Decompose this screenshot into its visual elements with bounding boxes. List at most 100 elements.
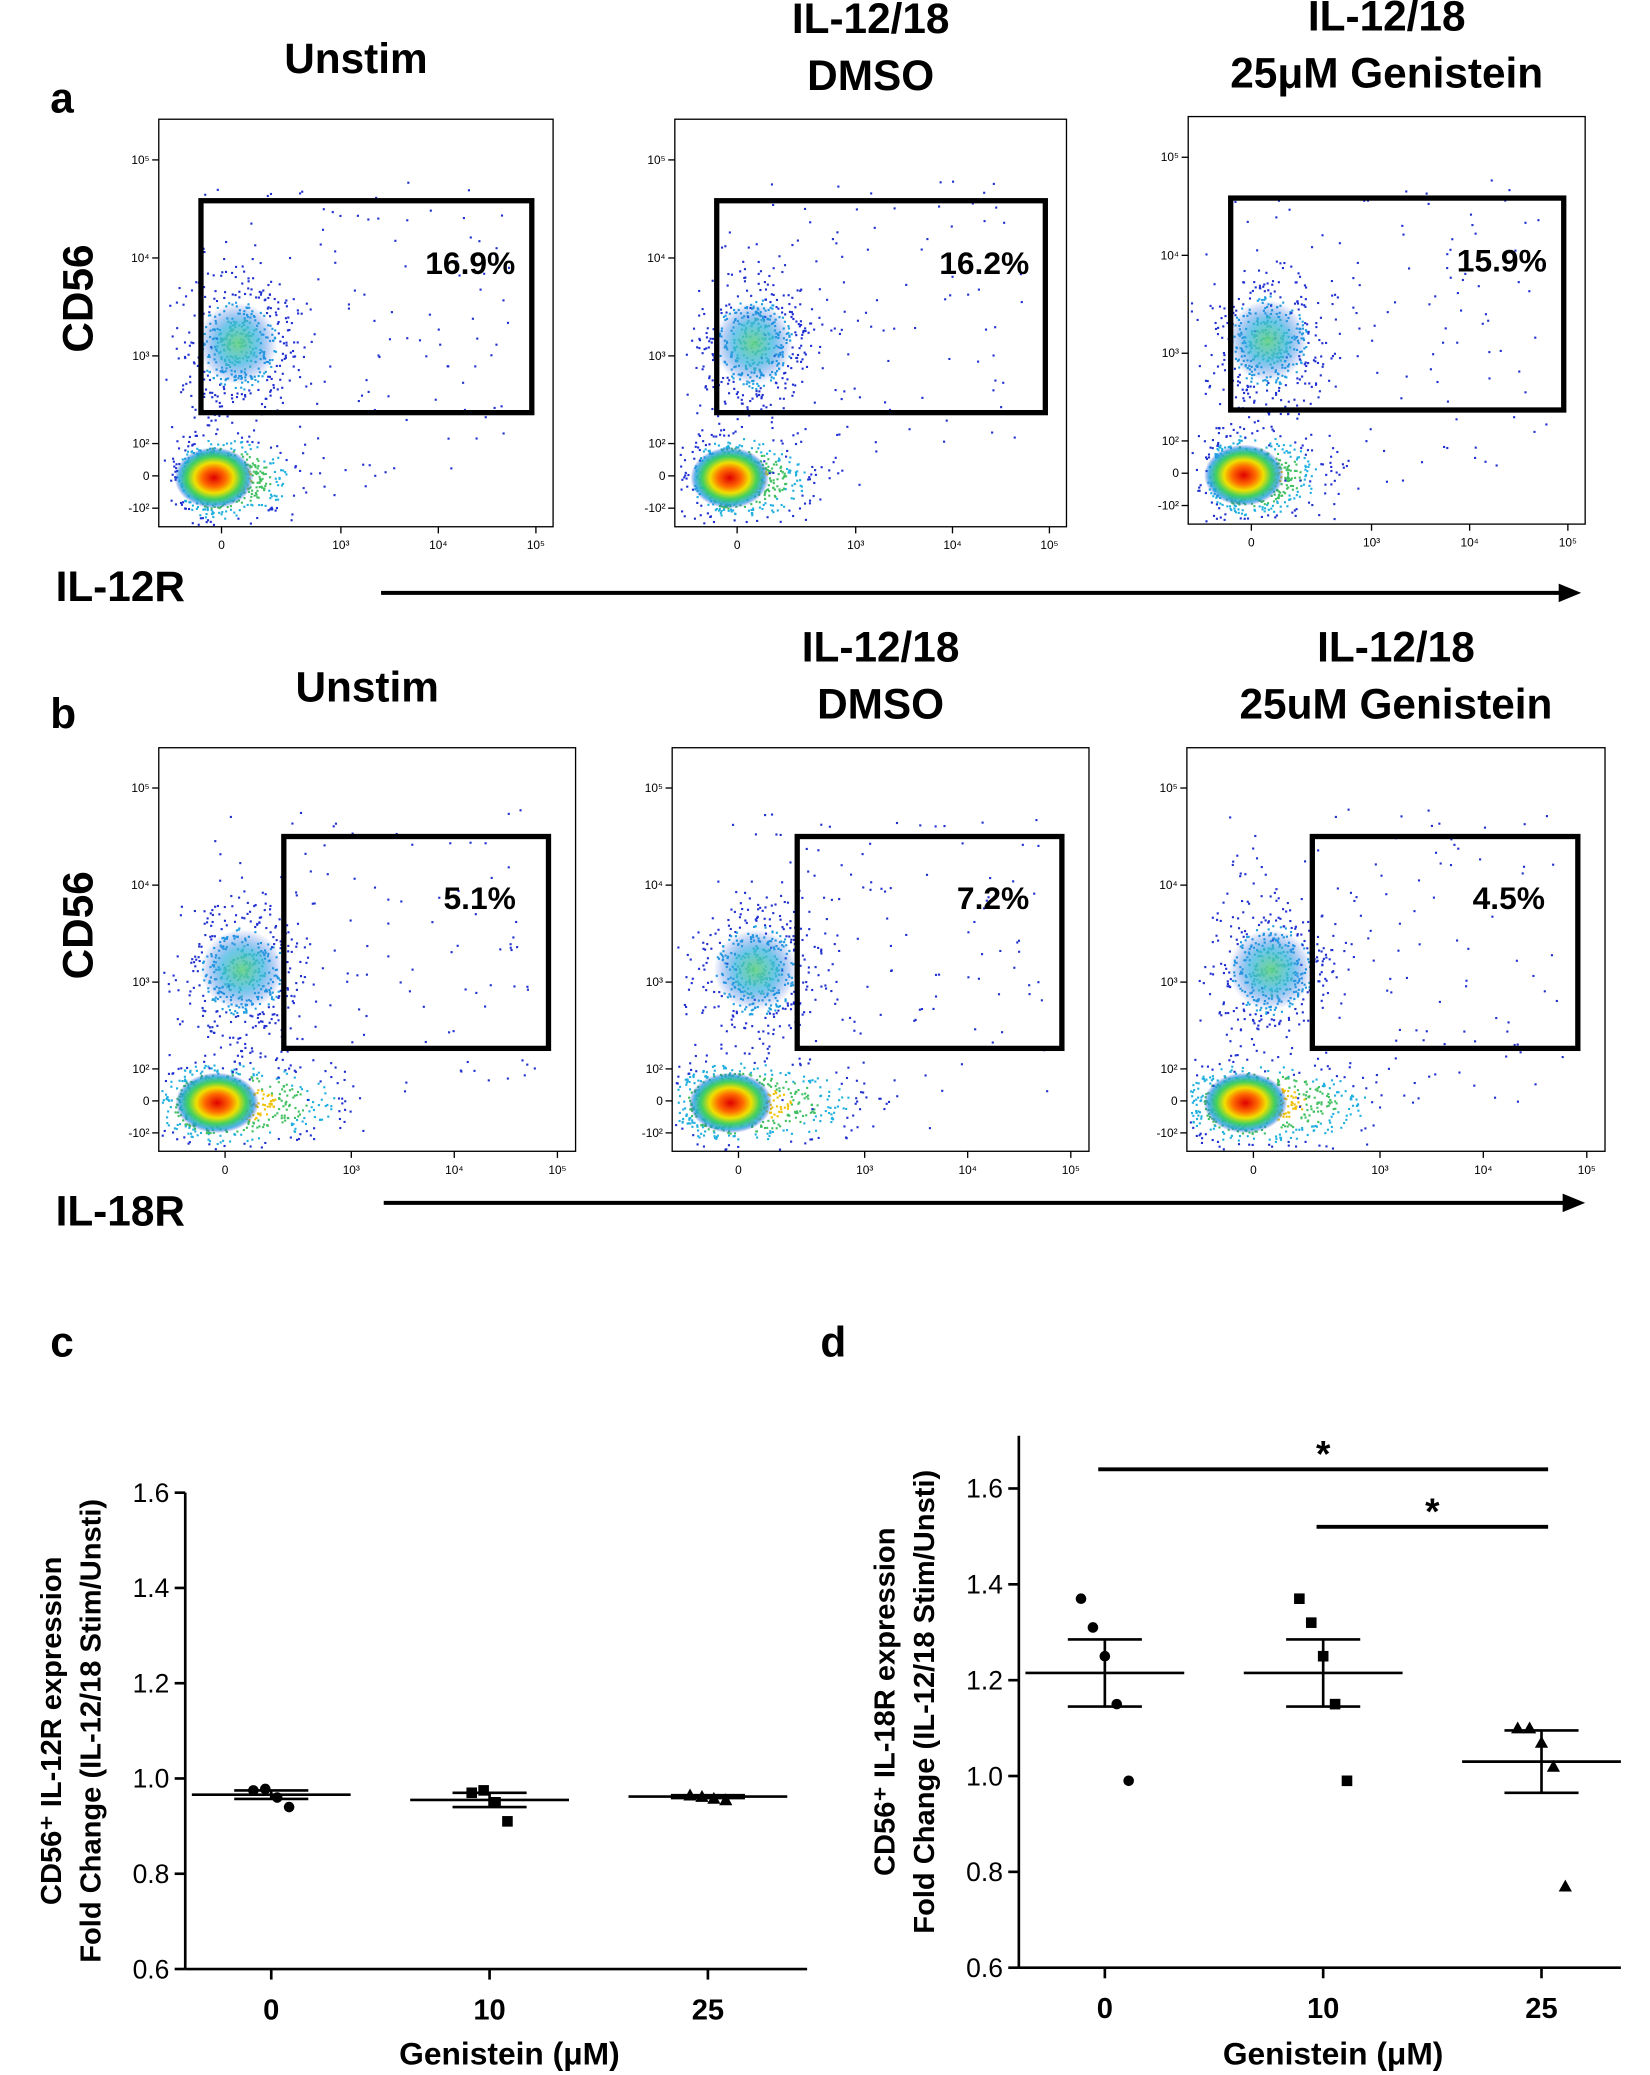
event-dot — [788, 471, 791, 474]
event-dot — [437, 328, 440, 331]
event-dot — [205, 512, 208, 516]
event-dot — [788, 303, 791, 306]
event-dot — [319, 1118, 322, 1121]
event-dot — [241, 265, 244, 268]
event-dot — [291, 513, 294, 516]
event-dot — [288, 379, 291, 382]
event-dot — [295, 988, 298, 991]
event-dot — [796, 353, 800, 357]
event-dot — [229, 508, 233, 511]
event-dot — [251, 1138, 254, 1141]
event-dot — [1293, 302, 1297, 305]
event-dot — [321, 1118, 324, 1121]
event-dot — [203, 395, 206, 399]
event-dot — [1234, 511, 1238, 514]
event-dot — [267, 1118, 270, 1121]
event-dot — [858, 396, 861, 399]
event-dot — [277, 332, 280, 335]
event-dot — [733, 387, 736, 390]
event-dot — [243, 388, 246, 391]
event-dot — [983, 191, 986, 194]
event-dot — [220, 405, 224, 408]
event-dot — [727, 272, 730, 276]
event-dot — [239, 441, 243, 444]
event-dot — [191, 1073, 194, 1076]
event-dot — [693, 457, 696, 460]
event-dot — [1265, 271, 1268, 274]
event-dot — [276, 1014, 279, 1017]
event-dot — [263, 466, 266, 469]
event-dot — [1294, 476, 1297, 479]
event-dot — [286, 988, 289, 991]
event-dot — [1242, 397, 1245, 400]
event-dot — [280, 1050, 283, 1053]
event-dot — [199, 517, 202, 520]
event-dot — [685, 353, 688, 356]
event-dot — [302, 487, 305, 490]
event-dot — [701, 368, 704, 371]
event-dot — [729, 508, 733, 511]
event-dot — [791, 296, 794, 299]
event-dot — [1230, 423, 1233, 426]
event-dot — [846, 425, 849, 428]
event-dot — [1319, 374, 1322, 377]
event-dot — [698, 289, 701, 293]
event-dot — [1238, 381, 1242, 384]
event-dot — [202, 312, 205, 315]
event-dot — [819, 345, 822, 348]
event-dot — [268, 375, 271, 378]
event-dot — [794, 471, 797, 474]
event-dot — [231, 397, 234, 400]
event-dot — [1461, 268, 1464, 271]
event-dot — [210, 419, 213, 422]
event-dot — [1280, 494, 1283, 497]
event-dot — [181, 1079, 184, 1083]
event-dot — [290, 994, 293, 998]
event-dot — [949, 294, 952, 297]
event-dot — [183, 1079, 186, 1083]
event-dot — [781, 270, 784, 274]
event-dot — [761, 393, 764, 397]
event-dot — [767, 484, 770, 487]
event-dot — [174, 1111, 177, 1114]
event-dot — [255, 1073, 258, 1076]
event-dot — [758, 501, 761, 504]
event-dot — [273, 470, 277, 474]
event-dot — [1330, 465, 1333, 469]
event-dot — [167, 1098, 170, 1101]
event-dot — [803, 351, 806, 354]
event-dot — [208, 1143, 211, 1146]
event-dot — [691, 488, 695, 491]
event-dot — [1309, 480, 1312, 483]
gate — [714, 198, 1048, 416]
event-dot — [787, 365, 790, 368]
event-dot — [276, 1112, 279, 1115]
event-dot — [700, 504, 703, 507]
event-dot — [346, 980, 349, 983]
event-dot — [801, 494, 804, 497]
event-dot — [787, 471, 790, 474]
event-dot — [270, 1094, 273, 1097]
event-dot — [270, 1102, 273, 1105]
event-dot — [184, 449, 187, 452]
event-dot — [755, 301, 758, 304]
event-dot — [1276, 501, 1279, 504]
event-dot — [246, 503, 249, 506]
event-dot — [301, 1109, 305, 1112]
event-dot — [213, 297, 216, 300]
event-dot — [1287, 479, 1290, 483]
event-dot — [952, 180, 955, 183]
event-dot — [213, 1053, 216, 1056]
event-dot — [196, 970, 199, 973]
event-dot — [238, 1073, 241, 1076]
event-dot — [205, 1132, 208, 1135]
event-dot — [284, 354, 287, 357]
event-dot — [783, 264, 787, 267]
event-dot — [469, 236, 472, 239]
event-dot — [299, 1066, 302, 1069]
event-dot — [767, 465, 770, 468]
event-dot — [698, 314, 701, 317]
event-dot — [1315, 326, 1318, 329]
event-dot — [1243, 269, 1246, 273]
x-tick-label: 10³ — [332, 538, 349, 552]
